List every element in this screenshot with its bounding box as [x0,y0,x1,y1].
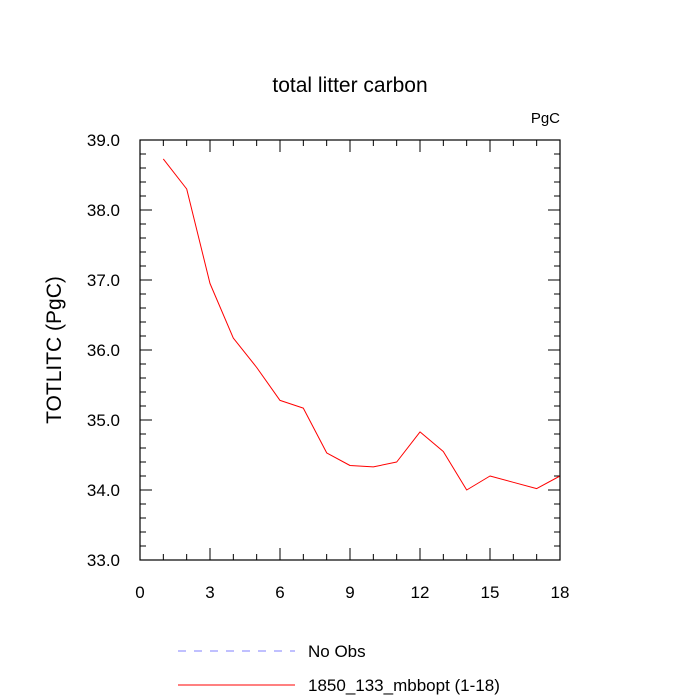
y-tick-label: 38.0 [87,201,120,220]
y-tick-label: 36.0 [87,341,120,360]
legend: No Obs 1850_133_mbbopt (1-18) [178,642,500,695]
y-axis-label: TOTLITC (PgC) [43,276,66,424]
x-tick-label: 6 [275,583,284,602]
legend-label: 1850_133_mbbopt (1-18) [308,676,500,695]
axis-tick-labels: 0 3 6 9 12 15 18 33.0 34.0 35.0 36.0 37.0 38.0 39.0 [87,131,570,602]
y-tick-label: 35.0 [87,411,120,430]
x-tick-label: 12 [411,583,430,602]
y-tick-label: 33.0 [87,551,120,570]
y-tick-label: 39.0 [87,131,120,150]
y-tick-label: 34.0 [87,481,120,500]
series-line [162,158,561,491]
x-tick-label: 15 [481,583,500,602]
series-layer [162,158,561,491]
x-tick-label: 9 [345,583,354,602]
x-tick-label: 3 [205,583,214,602]
legend-label: No Obs [308,642,366,661]
units-label: PgC [531,110,560,127]
y-tick-label: 37.0 [87,271,120,290]
axis-ticks [139,139,561,561]
plot-frame [139,139,561,561]
chart-title: total litter carbon [272,74,427,97]
x-tick-label: 18 [551,583,570,602]
x-tick-label: 0 [135,583,144,602]
